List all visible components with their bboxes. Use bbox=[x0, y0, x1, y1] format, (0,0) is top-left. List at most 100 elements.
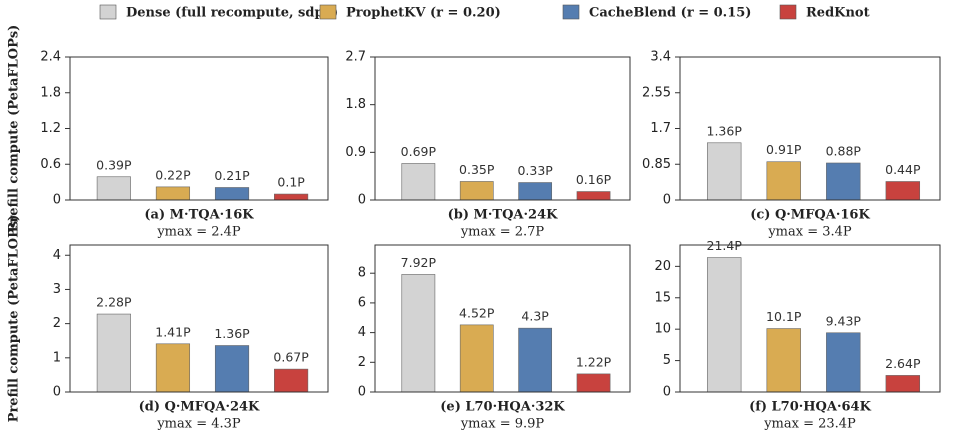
value-label: 0.44P bbox=[885, 162, 921, 177]
legend-label: ProphetKV (r = 0.20) bbox=[346, 6, 501, 21]
chart-title: (d) Q·MFQA·24K bbox=[139, 400, 260, 415]
y-tick-label: 0 bbox=[358, 385, 366, 400]
value-label: 0.33P bbox=[517, 163, 553, 178]
y-tick-label: 3.4 bbox=[650, 50, 671, 65]
y-tick-label: 1.8 bbox=[40, 85, 61, 100]
value-label: 0.21P bbox=[214, 168, 250, 183]
legend-label: CacheBlend (r = 0.15) bbox=[589, 6, 751, 21]
value-label: 0.91P bbox=[766, 142, 802, 157]
bar bbox=[706, 142, 742, 201]
plot-frame bbox=[69, 56, 329, 201]
chart-title: (c) Q·MFQA·16K bbox=[750, 208, 870, 223]
value-label: 2.64P bbox=[885, 356, 921, 371]
value-label: 0.1P bbox=[277, 175, 305, 190]
bar bbox=[766, 328, 801, 393]
y-tick-label: 2 bbox=[358, 355, 366, 370]
y-tick-label: 5 bbox=[663, 353, 671, 368]
bar bbox=[274, 368, 309, 393]
chart-title: (f) L70·HQA·64K bbox=[749, 400, 871, 415]
bar bbox=[826, 162, 861, 201]
y-tick-label: 0.9 bbox=[345, 145, 366, 160]
y-tick-label: 2.4 bbox=[40, 50, 61, 65]
plot-frame bbox=[374, 244, 631, 393]
y-tick-label: 2.55 bbox=[642, 85, 671, 100]
bar bbox=[401, 274, 436, 393]
legend-label: Dense (full recompute, sdpa) bbox=[126, 6, 338, 21]
y-tick-label: 0 bbox=[663, 385, 671, 400]
bar bbox=[885, 375, 921, 393]
chart-subtitle: ymax = 23.4P bbox=[763, 417, 856, 432]
chart-subtitle: ymax = 2.7P bbox=[460, 225, 545, 240]
y-tick-label: 1 bbox=[53, 350, 61, 365]
y-tick-label: 0.6 bbox=[40, 157, 61, 172]
y-axis-label: Prefill compute (PetaFLOPs) bbox=[7, 25, 22, 233]
y-tick-label: 3 bbox=[53, 282, 61, 297]
value-label: 0.67P bbox=[273, 350, 309, 365]
y-tick-label: 4 bbox=[53, 248, 61, 263]
y-tick-label: 2.7 bbox=[345, 50, 366, 65]
value-label: 7.92P bbox=[401, 255, 437, 270]
bar bbox=[576, 373, 611, 393]
value-label: 4.52P bbox=[459, 305, 495, 320]
bar bbox=[96, 313, 131, 393]
y-tick-label: 0 bbox=[358, 193, 366, 208]
bar bbox=[96, 176, 131, 201]
value-label: 1.41P bbox=[155, 324, 191, 339]
y-tick-label: 0 bbox=[663, 193, 671, 208]
chart-subtitle: ymax = 2.4P bbox=[156, 225, 241, 240]
value-label: 9.43P bbox=[826, 313, 862, 328]
y-tick-label: 20 bbox=[654, 259, 671, 274]
value-label: 0.16P bbox=[576, 172, 612, 187]
legend-swatch bbox=[779, 4, 797, 20]
value-label: 1.36P bbox=[707, 123, 743, 138]
bar bbox=[155, 186, 191, 201]
bar bbox=[706, 257, 742, 393]
plot-frame bbox=[374, 56, 631, 201]
y-tick-label: 0 bbox=[53, 385, 61, 400]
y-tick-label: 4 bbox=[358, 325, 366, 340]
chart-subtitle: ymax = 3.4P bbox=[767, 225, 852, 240]
value-label: 1.22P bbox=[576, 354, 612, 369]
chart-subtitle: ymax = 9.9P bbox=[460, 417, 545, 432]
chart-title: (a) M·TQA·16K bbox=[144, 208, 254, 223]
bar bbox=[766, 161, 801, 201]
bar bbox=[518, 327, 553, 393]
y-tick-label: 15 bbox=[654, 290, 671, 305]
y-tick-label: 0 bbox=[53, 193, 61, 208]
y-tick-label: 6 bbox=[358, 295, 366, 310]
plot-frame bbox=[679, 56, 941, 201]
value-label: 0.39P bbox=[96, 157, 132, 172]
bar bbox=[401, 163, 436, 201]
y-axis-label: Prefill compute (PetaFLOPs) bbox=[7, 215, 22, 423]
y-tick-label: 2 bbox=[53, 316, 61, 331]
y-tick-label: 1.8 bbox=[345, 97, 366, 112]
value-label: 21.4P bbox=[707, 238, 743, 253]
legend-swatch bbox=[562, 4, 580, 20]
bar bbox=[518, 182, 553, 201]
y-tick-label: 1.7 bbox=[650, 121, 671, 136]
legend-swatch bbox=[319, 4, 337, 20]
legend-swatch bbox=[99, 4, 117, 20]
bar bbox=[214, 187, 250, 201]
value-label: 0.22P bbox=[155, 167, 191, 182]
chart-title: (e) L70·HQA·32K bbox=[440, 400, 565, 415]
value-label: 1.36P bbox=[214, 326, 250, 341]
bar bbox=[274, 193, 309, 201]
legend-label: RedKnot bbox=[806, 6, 870, 21]
y-tick-label: 1.2 bbox=[40, 121, 61, 136]
bar bbox=[214, 345, 250, 393]
bar bbox=[459, 324, 494, 393]
bar bbox=[885, 181, 921, 201]
value-label: 4.3P bbox=[521, 309, 549, 324]
value-label: 0.88P bbox=[826, 143, 862, 158]
chart-title: (b) M·TQA·24K bbox=[448, 208, 559, 223]
value-label: 2.28P bbox=[96, 295, 132, 310]
bar bbox=[155, 343, 191, 393]
y-tick-label: 0.85 bbox=[642, 157, 671, 172]
value-label: 0.69P bbox=[401, 144, 437, 159]
chart-subtitle: ymax = 4.3P bbox=[156, 417, 241, 432]
bar bbox=[826, 332, 861, 393]
y-tick-label: 8 bbox=[358, 266, 366, 281]
y-tick-label: 10 bbox=[654, 322, 671, 337]
